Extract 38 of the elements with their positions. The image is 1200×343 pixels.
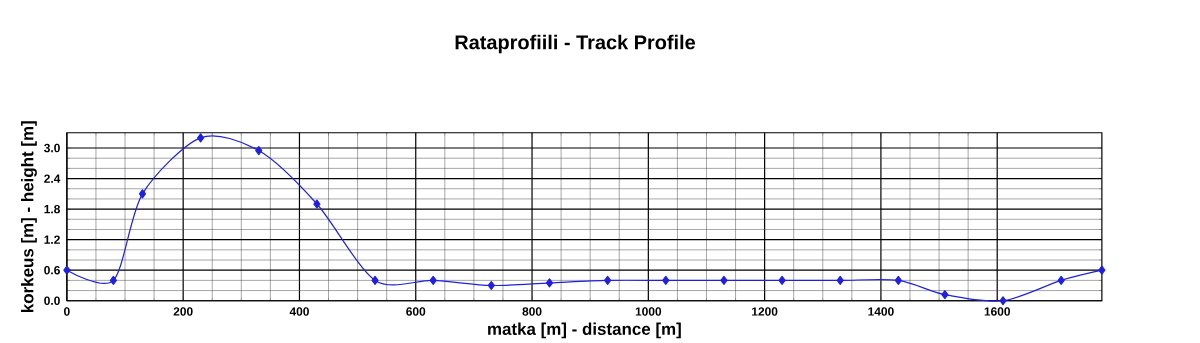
y-axis-title: korkeus [m] - height [m]	[21, 121, 37, 313]
point	[604, 275, 612, 285]
point	[778, 275, 786, 285]
point	[255, 145, 263, 156]
x-tick-label: 400	[289, 307, 309, 316]
chart-title: Rataprofiili - Track Profile	[455, 34, 696, 54]
x-tick-label: 1000	[635, 307, 662, 316]
point	[197, 133, 205, 143]
point	[371, 275, 379, 285]
point	[894, 275, 902, 285]
point	[313, 199, 321, 209]
y-tick-label: 1.2	[44, 235, 60, 244]
point	[662, 275, 670, 285]
x-tick-label: 200	[173, 307, 193, 316]
y-tick-label: 2.4	[44, 174, 61, 183]
point	[109, 275, 117, 285]
point	[429, 275, 437, 285]
point	[1098, 265, 1106, 275]
y-tick-label: 0.6	[44, 265, 60, 275]
x-tick-label: 1200	[752, 307, 778, 316]
point	[63, 265, 71, 275]
x-tick-label: 600	[406, 307, 426, 316]
point	[941, 290, 949, 300]
point	[999, 296, 1007, 306]
point	[1057, 275, 1065, 285]
y-tick-label: 3.0	[44, 143, 60, 153]
x-tick-label: 0	[64, 307, 70, 316]
x-tick-label: 800	[522, 307, 542, 316]
y-tick-label: 0.0	[44, 296, 60, 305]
point	[836, 275, 844, 285]
point	[487, 280, 495, 291]
point	[720, 275, 728, 285]
point	[545, 278, 554, 288]
x-axis-title: matka [m] - distance [m]	[488, 322, 681, 339]
point	[138, 189, 147, 199]
x-tick-label: 1600	[984, 307, 1011, 316]
y-tick-label: 1.8	[44, 204, 60, 214]
x-tick-label: 1400	[868, 307, 894, 316]
